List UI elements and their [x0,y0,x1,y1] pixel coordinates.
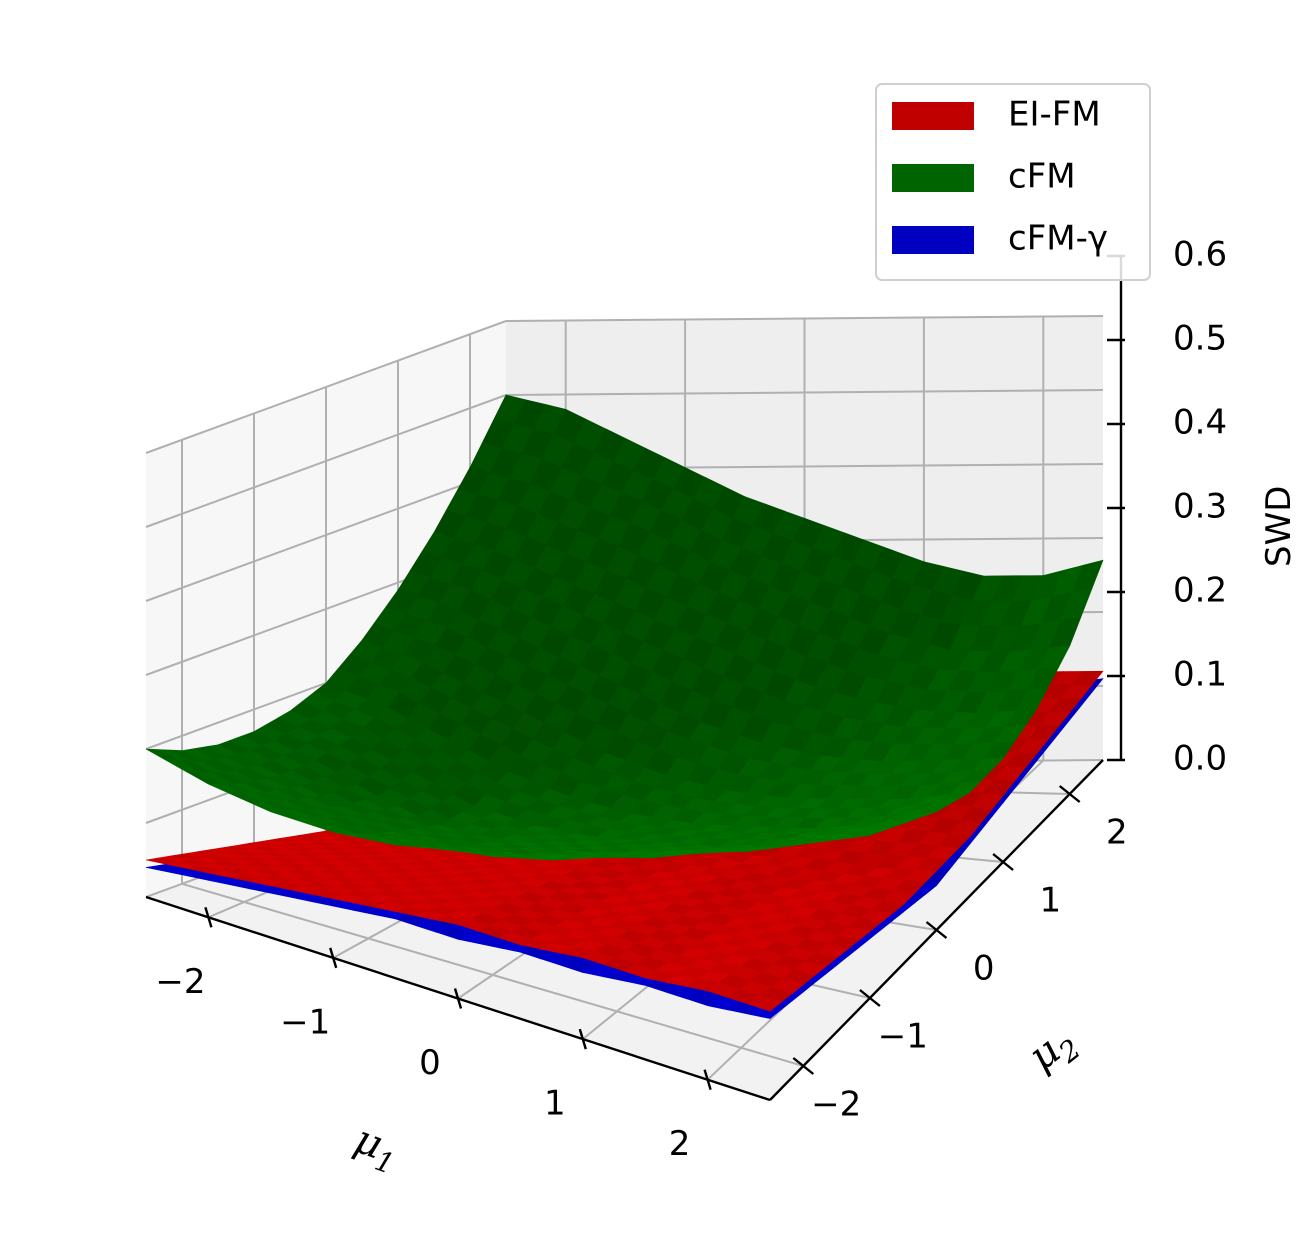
x-tick-label: −2 [155,962,205,1002]
y-tick-label: 1 [1039,881,1061,921]
grid-line-back-z [505,315,1104,322]
z-tick-label: 0.1 [1173,655,1227,695]
legend-swatch [892,226,974,254]
surfaces [145,394,1104,1019]
y-tick-label: 0 [973,949,995,989]
z-tick-label: 0.0 [1173,739,1227,779]
y-tick [925,921,948,939]
axes [145,254,1125,1102]
x-tick [703,1069,712,1091]
z-tick-label: 0.5 [1173,319,1227,359]
y-tick-label: −1 [878,1017,928,1057]
grid-line-left-z [145,394,507,528]
x-tick-label: 1 [544,1084,566,1124]
y-tick [792,1057,815,1075]
y-tick [859,989,881,1007]
grid-line-floor-y [181,882,804,1067]
y-axis-title: μ2 [1020,1017,1087,1086]
legend-label: cFM-γ [1008,219,1108,259]
z-tick-label: 0.4 [1173,403,1227,443]
y-tick [992,853,1014,871]
z-tick-label: 0.6 [1173,235,1227,275]
x-tick-label: 2 [669,1124,691,1164]
z-tick-label: 0.2 [1173,571,1227,611]
surface-patch-cfm [749,846,782,850]
grid-line-left-z [145,468,507,602]
x-axis-title: μ1 [346,1116,405,1181]
z-tick-label: 0.3 [1173,487,1227,527]
y-tick-label: 2 [1106,813,1128,853]
tick-labels: −2 −1 0 1 2 −2 −1 0 1 2 0.0 0.1 0.2 0.3 0.4 0.5 0.6 [155,235,1227,1165]
x-tick-label: 0 [419,1043,441,1083]
surface-patch-ei-fm [748,995,782,1012]
x-tick [578,1028,587,1050]
x-tick [453,988,463,1009]
x-tick-label: −1 [280,1002,330,1042]
y-tick [1058,785,1081,803]
x-tick [204,906,213,928]
legend-label: cFM [1008,157,1076,197]
grid-line-back-z [505,389,1104,396]
legend-swatch [892,102,974,130]
y-tick-label: −2 [811,1085,861,1125]
legend-label: EI-FM [1008,95,1101,135]
legend: EI-FM cFM cFM-γ [875,83,1151,281]
legend-swatch [892,164,974,192]
x-tick [329,947,338,969]
z-axis-title: SWD [1259,486,1296,567]
grid-line-left-z [145,320,507,454]
